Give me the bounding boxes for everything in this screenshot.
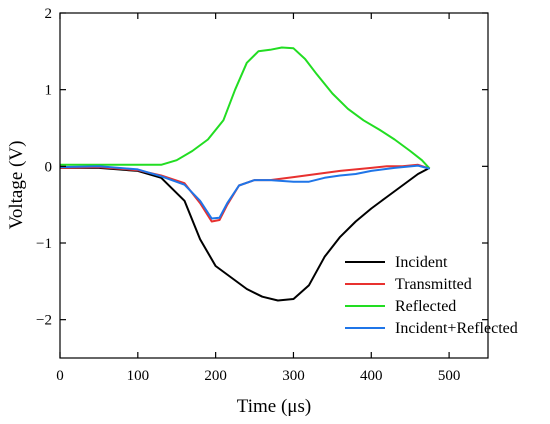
- plot-frame: [59, 12, 489, 359]
- y-axis-title: Voltage (V): [6, 141, 27, 230]
- legend: Incident Transmitted Reflected Incident+Ref…: [345, 254, 518, 337]
- y-tick-label: 2: [45, 6, 53, 22]
- x-tick-label: 100: [127, 368, 150, 384]
- x-tick-label: 500: [438, 368, 461, 384]
- x-axis-title: Time (μs): [237, 396, 311, 417]
- x-tick-label: 0: [56, 368, 64, 384]
- series-line-3: [60, 46, 431, 170]
- series-lines: [59, 46, 431, 302]
- y-tick-label: −1: [36, 236, 52, 252]
- x-tick-label: 200: [204, 368, 227, 384]
- axis-tick-labels: 0 100 200 300 400 500 −2 −1 0 1 2: [36, 6, 460, 384]
- y-tick-label: 1: [45, 83, 53, 99]
- series-line-4: [59, 164, 430, 220]
- legend-label-4: Incident+Reflected: [395, 320, 518, 337]
- x-tick-label: 300: [282, 368, 305, 384]
- y-tick-label: −2: [36, 313, 52, 329]
- x-tick-label: 400: [360, 368, 383, 384]
- legend-label-2: Transmitted: [395, 276, 472, 293]
- legend-label-3: Reflected: [395, 298, 456, 315]
- y-tick-label: 0: [45, 159, 53, 175]
- axis-ticks: [59, 12, 488, 358]
- series-line-2: [59, 163, 430, 223]
- legend-label-1: Incident: [395, 254, 448, 271]
- series-line-1: [60, 166, 431, 302]
